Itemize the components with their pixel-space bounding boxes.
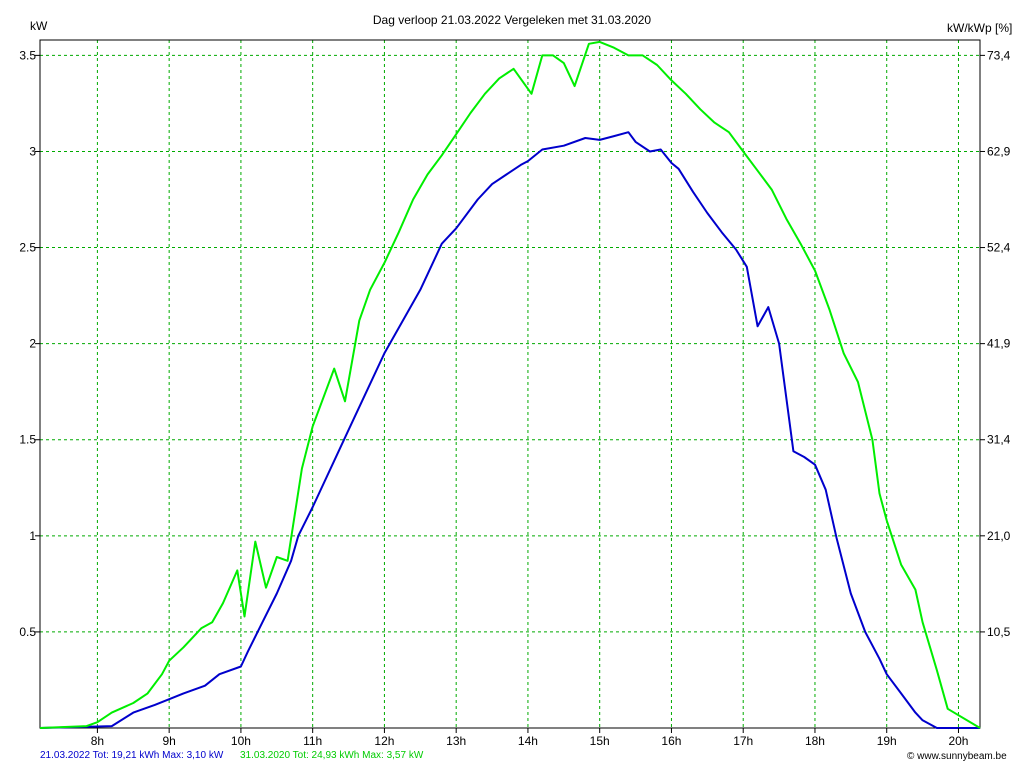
series-line-31-03-2020 [39,40,981,729]
y-tick-label-left: 3 [29,144,36,158]
y-tick-label-right: 62,9 [987,144,1011,158]
grid [40,40,980,728]
y-tick-label-right: 41,9 [987,337,1011,351]
x-tick-label: 12h [374,734,394,748]
x-tick-label: 8h [91,734,104,748]
y-tick-label-left: 1 [29,529,36,543]
x-tick-label: 15h [590,734,610,748]
y-tick-label-right: 10,5 [987,625,1011,639]
tick-labels: 8h 9h 10h 11h 12h 13h 14h 15h 16h 17h 18h 19h 20h 0.5… [19,48,1010,748]
x-tick-label: 11h [303,734,322,748]
x-tick-label: 16h [661,734,681,748]
y-tick-label-left: 2.5 [19,241,36,255]
y-tick-label-left: 3.5 [19,48,36,62]
x-tick-label: 14h [518,734,538,748]
y-tick-label-left: 1.5 [19,433,36,447]
x-tick-label: 20h [948,734,968,748]
credit-text: © www.sunnybeam.be [907,751,1007,762]
y-tick-label-left: 2 [29,337,36,351]
y-tick-label-right: 73,4 [987,48,1011,62]
legend-entry-2020: 31.03.2020 Tot: 24,93 kWh Max: 3,57 kW [240,750,424,761]
legend-entry-2022: 21.03.2022 Tot: 19,21 kWh Max: 3,10 kW [40,750,224,761]
y-axis-left-label: kW [30,19,48,33]
y-axis-right-label: kW/kWp [%] [947,21,1012,35]
x-tick-label: 17h [733,734,753,748]
chart-title: Dag verloop 21.03.2022 Vergeleken met 31… [373,13,652,27]
x-tick-label: 19h [877,734,897,748]
y-tick-label-right: 21,0 [987,529,1011,543]
x-tick-label: 18h [805,734,825,748]
y-tick-label-left: 0.5 [19,625,36,639]
x-tick-label: 9h [162,734,175,748]
y-tick-label-right: 52,4 [987,241,1011,255]
series-lines [39,40,981,729]
x-tick-label: 13h [446,734,466,748]
series-line-21-03-2022 [39,131,980,729]
y-tick-label-right: 31,4 [987,433,1011,447]
plot-frame [39,39,981,729]
x-tick-label: 10h [231,734,251,748]
